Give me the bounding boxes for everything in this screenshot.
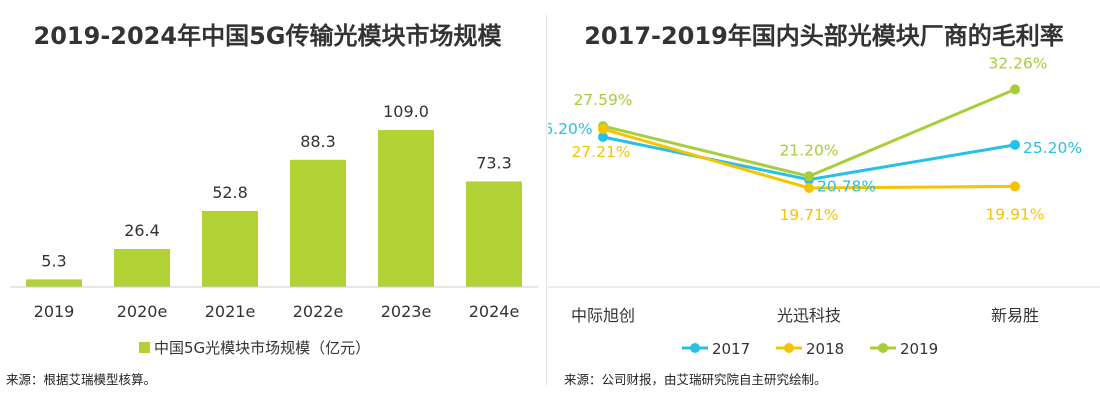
point-2019 xyxy=(804,171,814,182)
x-tick-label: 2022e xyxy=(293,302,344,321)
bar-legend: 中国5G光模块市场规模（亿元） xyxy=(139,339,370,357)
bar-value-label: 109.0 xyxy=(383,102,429,121)
point-2017 xyxy=(1010,139,1020,150)
bar-chart-source: 来源：根据艾瑞模型核算。 xyxy=(6,372,157,387)
bar-2021e xyxy=(202,210,258,287)
legend-marker-2017 xyxy=(690,343,700,353)
data-label-2017: 20.78% xyxy=(817,178,876,196)
legend-label-2017: 2017 xyxy=(712,340,750,358)
data-label-2017: 26.20% xyxy=(548,120,593,138)
bar-value-label: 5.3 xyxy=(41,251,66,270)
bar-value-label: 88.3 xyxy=(300,132,336,151)
line-chart-source: 来源：公司财报，由艾瑞研究院自主研究绘制。 xyxy=(564,372,827,387)
data-label-2017: 25.20% xyxy=(1023,139,1082,157)
panel-divider xyxy=(546,14,547,386)
legend-label-2019: 2019 xyxy=(900,340,938,358)
legend-label-2018: 2018 xyxy=(806,340,844,358)
bar-2022e xyxy=(290,159,346,287)
point-2018 xyxy=(1010,181,1020,192)
data-label-2018: 19.91% xyxy=(985,205,1044,223)
legend-marker-2019 xyxy=(878,343,888,353)
bar-chart: 5.3 2019 26.4 2020e 52.8 2021e 88.3 2022e 109.0 2… xyxy=(10,102,538,357)
bar-2019 xyxy=(26,279,82,287)
line-chart: 中际旭创 光迅科技 新易胜 26.20% 20.78% 25.20% 27.21% 19.71… xyxy=(548,54,1100,358)
x-tick-label: 2020e xyxy=(117,302,168,321)
data-label-2019: 32.26% xyxy=(988,54,1047,72)
x-tick-label: 2023e xyxy=(381,302,432,321)
point-2019 xyxy=(1010,84,1020,95)
right-chart-panel: 2017-2019年国内头部光模块厂商的毛利率 中际旭创 光迅科技 新易胜 26.20… xyxy=(548,0,1100,400)
x-tick-label: 中际旭创 xyxy=(571,306,635,325)
bar-chart-title: 2019-2024年中国5G传输光模块市场规模 xyxy=(33,22,502,50)
bar-value-label: 52.8 xyxy=(212,183,248,202)
data-label-2018: 19.71% xyxy=(779,206,838,224)
bar-2020e xyxy=(114,248,170,287)
line-legend: 2017 2018 2019 xyxy=(682,340,938,358)
line-chart-title: 2017-2019年国内头部光模块厂商的毛利率 xyxy=(584,22,1064,50)
bar-value-label: 73.3 xyxy=(476,153,512,172)
series-line-2019 xyxy=(602,88,1016,178)
point-2018 xyxy=(804,182,814,193)
x-tick-label: 2024e xyxy=(469,302,520,321)
data-label-2018: 27.21% xyxy=(571,143,630,161)
left-chart-panel: 2019-2024年中国5G传输光模块市场规模 5.3 2019 26.4 2020e… xyxy=(0,0,545,400)
legend-swatch xyxy=(139,342,150,353)
point-2018 xyxy=(598,124,608,135)
x-tick-label: 2019 xyxy=(34,302,75,321)
data-label-2019: 27.59% xyxy=(573,91,632,109)
legend-marker-2018 xyxy=(784,343,794,353)
bar-2024e xyxy=(466,181,522,287)
bar-2023e xyxy=(378,130,434,287)
bar-value-label: 26.4 xyxy=(124,221,160,240)
x-tick-label: 2021e xyxy=(205,302,256,321)
point-2017 xyxy=(598,132,608,142)
x-tick-label: 新易胜 xyxy=(991,306,1039,325)
legend-label: 中国5G光模块市场规模（亿元） xyxy=(154,339,370,357)
data-label-2019: 21.20% xyxy=(779,141,838,159)
x-tick-label: 光迅科技 xyxy=(777,306,841,325)
